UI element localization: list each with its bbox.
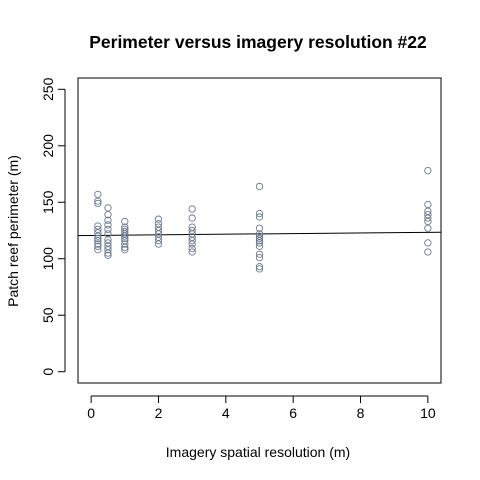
data-point [188,240,196,248]
data-point [188,237,196,245]
data-point [121,246,129,254]
data-point [424,200,432,209]
data-point [424,224,432,232]
y-tick-label: 0 [40,368,56,376]
data-point [255,242,264,250]
data-point [94,234,102,243]
x-tick-label: 8 [357,405,365,421]
y-tick-label: 100 [40,247,56,271]
trend-layer [77,231,442,237]
data-point [94,199,102,208]
data-point [104,216,112,224]
x-tick-label: 10 [420,405,436,421]
data-point [255,250,264,258]
data-point [424,166,432,175]
data-point [104,221,112,229]
chart-title: Perimeter versus imagery resolution #22 [89,32,427,52]
data-point [255,182,264,191]
data-point [255,224,264,232]
data-point [424,214,432,222]
data-point [255,209,264,218]
data-point [255,265,264,273]
data-point [424,248,432,256]
y-axis-label: Patch reef perimeter (m) [5,155,21,307]
x-tick-label: 6 [289,405,297,421]
data-point [94,197,102,205]
data-point [154,240,163,248]
data-point [104,246,112,254]
data-point [94,190,102,199]
data-point [121,240,129,248]
x-tick-label: 4 [222,405,230,421]
data-point [154,215,163,223]
y-tick-label: 250 [40,77,56,101]
data-point [104,204,112,212]
data-point [255,253,264,262]
data-point [121,217,129,226]
data-point [121,234,129,243]
x-tick-label: 0 [87,405,95,421]
y-tick-label: 150 [40,190,56,214]
data-point [255,234,264,243]
x-axis-label: Imagery spatial resolution (m) [166,444,350,460]
data-point [94,240,102,248]
y-axis: 0 50 100 150 200 250 [40,77,66,376]
data-point [104,225,112,234]
data-point [154,237,163,245]
data-point [104,230,112,238]
trend-line [77,231,442,237]
data-point [255,262,264,271]
y-tick-label: 200 [40,134,56,158]
data-point [188,248,196,256]
data-point [121,243,129,252]
points-layer [94,166,432,273]
data-point [94,246,102,254]
data-point [188,205,196,213]
plot-frame [77,77,442,384]
data-point [94,229,102,237]
x-axis: 0 2 4 6 8 10 [87,395,436,421]
data-point [424,239,432,247]
data-point [255,237,264,245]
data-point [188,214,196,222]
data-point [255,213,264,221]
data-point [188,244,196,253]
data-point [121,232,129,240]
data-point [255,239,264,247]
data-point [104,211,112,219]
data-point [94,242,102,250]
data-point [94,237,102,245]
y-tick-label: 50 [40,307,56,323]
data-point [104,249,112,257]
data-point [94,232,102,240]
x-tick-label: 2 [155,405,163,421]
data-point [104,251,112,260]
